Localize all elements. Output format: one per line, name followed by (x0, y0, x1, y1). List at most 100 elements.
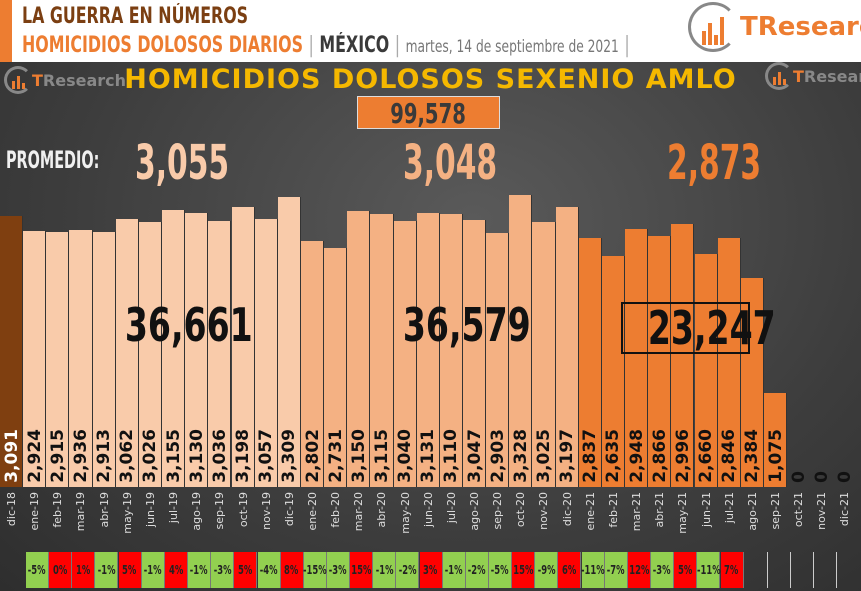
header: LA GUERRA EN NÚMEROS HOMICIDIOS DOLOSOS … (0, 0, 861, 62)
bar-jun-19 (138, 221, 163, 487)
change-cell: -7% (604, 552, 628, 588)
bar-value-label: 3,197 (557, 429, 578, 483)
bar-value-label: 3,155 (163, 429, 184, 483)
bar-value-label: 1,075 (765, 429, 786, 483)
bar-value-label: 2,948 (626, 429, 647, 483)
x-tick-label: ago-21 (745, 492, 759, 531)
bar-value-label: 0 (788, 471, 809, 483)
bar-abr-20 (370, 214, 394, 487)
separator: | (308, 33, 314, 58)
bar-jun-21 (694, 253, 718, 487)
bar-value-label: 3,047 (464, 429, 485, 483)
bar-feb-20 (324, 247, 348, 487)
change-cell: -11% (581, 552, 605, 588)
chart-logo-icon (765, 62, 793, 90)
bar-value-label: 3,091 (1, 429, 22, 483)
x-tick-label: may-21 (676, 492, 690, 534)
change-cell: 4% (164, 552, 188, 588)
bar-dic-18 (0, 216, 24, 487)
change-cell: -5% (489, 552, 512, 588)
bar-value-label: 3,062 (117, 429, 138, 483)
bar-feb-19 (46, 231, 70, 487)
bar-sep-21 (763, 392, 788, 487)
bar-oct-20 (509, 195, 533, 487)
change-cell: 0% (49, 552, 73, 588)
bar-value-label: 2,837 (580, 429, 601, 483)
change-cell: -2% (465, 552, 489, 588)
separator: | (624, 33, 630, 58)
bar-value-label: 3,130 (186, 429, 207, 483)
bar-nov-20 (532, 221, 556, 487)
x-tick-label: dic-20 (560, 492, 574, 527)
change-cell: -1% (373, 552, 397, 588)
brand-rest: Research (42, 70, 127, 90)
bar-may-20 (393, 220, 417, 487)
subtitle-text: HOMICIDIOS DOLOSOS DIARIOS (22, 33, 304, 58)
change-cell: -9% (535, 552, 559, 588)
bar-ago-21 (740, 278, 764, 487)
chart-logo-icon (688, 2, 738, 52)
bar-ene-20 (300, 241, 325, 487)
country: MÉXICO (319, 33, 390, 58)
total-value: 99,578 (390, 97, 467, 130)
x-tick-label: jun-21 (699, 492, 713, 527)
separator: | (394, 33, 401, 58)
bar-value-label: 2,936 (71, 429, 91, 483)
bar-oct-19 (231, 206, 255, 487)
bar-value-label: 2,866 (649, 429, 670, 483)
chart-title: HOMICIDIOS DOLOSOS SEXENIO AMLO (124, 64, 737, 95)
bar-value-label: 0 (811, 471, 832, 483)
bar-value-label: 3,150 (348, 429, 369, 483)
bar-value-label: 2,996 (672, 429, 693, 483)
bar-dic-19 (277, 197, 301, 487)
x-tick-label: may-19 (120, 492, 134, 534)
x-tick-label: ene-21 (583, 492, 597, 531)
change-cell: -1% (188, 552, 212, 588)
x-tick-label: mar-20 (352, 492, 366, 532)
bar-nov-19 (254, 219, 278, 487)
bar-value-label: 2,924 (24, 429, 45, 483)
brand-rest: Research (757, 12, 861, 42)
date: martes, 14 de septiembre de 2021 (405, 37, 619, 57)
x-tick-label: dic-21 (838, 492, 852, 527)
x-tick-label: dic-18 (5, 492, 18, 527)
divider (790, 552, 791, 588)
bar-ago-20 (463, 219, 487, 487)
change-cell: -1% (442, 552, 466, 588)
promedio-label: PROMEDIO: (6, 146, 100, 174)
bar-value-label: 2,731 (325, 429, 346, 483)
bar-jul-21 (717, 237, 741, 487)
bar-value-label: 2,660 (696, 429, 717, 483)
x-tick-label: dic-19 (282, 492, 296, 527)
x-tick-label: nov-20 (537, 492, 551, 530)
x-tick-label: jul-20 (444, 492, 458, 524)
sum-2019-value: 36,661 (124, 298, 253, 352)
bar-value-label: 3,036 (209, 429, 230, 483)
bar-jul-20 (439, 214, 463, 487)
bar-jul-19 (162, 210, 186, 487)
x-tick-label: oct-19 (236, 492, 250, 528)
bar-value-label: 2,802 (302, 429, 323, 483)
sum-2019: 36,661 (100, 298, 253, 352)
bar-value-label: 3,026 (140, 429, 161, 483)
bar-value-label: 3,057 (256, 429, 277, 483)
change-cell: 3% (419, 552, 443, 588)
bar-ene-19 (23, 230, 47, 487)
x-tick-label: oct-20 (514, 492, 528, 528)
x-tick-label: mar-19 (74, 492, 88, 532)
bar-sep-19 (208, 220, 232, 487)
x-tick-label: ene-20 (305, 492, 319, 531)
bar-ene-21 (578, 238, 602, 487)
x-tick-label: ago-20 (468, 492, 481, 531)
change-cell: 15% (512, 552, 536, 588)
avg-2020: 3,048 (403, 135, 498, 191)
change-cell: 7% (720, 552, 744, 588)
bar-value-label: 3,025 (534, 429, 554, 483)
x-tick-label: feb-20 (329, 492, 343, 528)
bar-may-19 (115, 218, 139, 487)
bar-value-label: 2,384 (742, 429, 763, 483)
bar-value-label: 3,110 (441, 429, 462, 483)
divider (767, 552, 768, 588)
header-title: LA GUERRA EN NÚMEROS (22, 4, 249, 29)
sum-2021-value: 23,247 (647, 301, 776, 355)
